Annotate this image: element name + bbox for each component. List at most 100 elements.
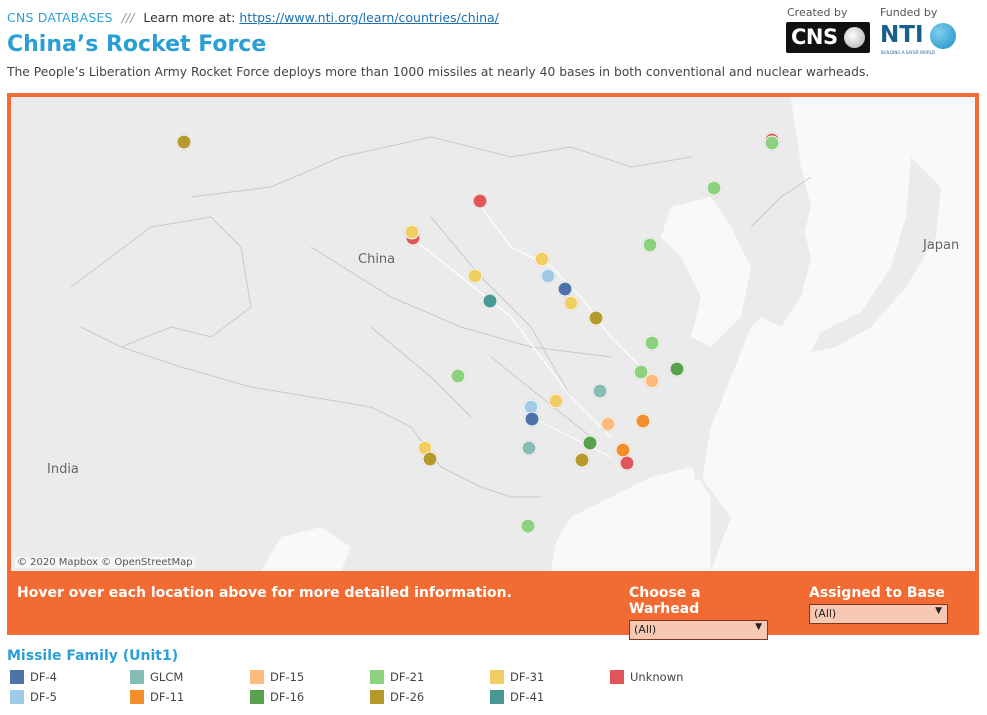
marker-unknown[interactable] — [472, 193, 488, 209]
missile-family-legend: DF-4 GLCM DF-15 DF-21 DF-31 Unknown DF-5 DF-11 D… — [10, 670, 750, 710]
marker-df-21[interactable] — [706, 180, 722, 196]
japan-islands — [811, 157, 941, 352]
marker-df-4[interactable] — [557, 281, 573, 297]
marker-glcm[interactable] — [592, 383, 608, 399]
marker-glcm[interactable] — [521, 440, 537, 456]
mongolia-border — [190, 136, 692, 198]
himalaya-border — [120, 346, 412, 428]
filter-panel: Hover over each location above for more … — [7, 571, 979, 640]
legend-item-df-4[interactable]: DF-4 — [10, 670, 57, 684]
korea-border — [750, 176, 812, 228]
legend-label: DF-4 — [30, 670, 57, 684]
legend-swatch — [10, 690, 24, 704]
province-lines — [310, 216, 612, 438]
legend-item-glcm[interactable]: GLCM — [130, 670, 183, 684]
yellow-sea — [661, 197, 751, 347]
marker-df-31[interactable] — [563, 295, 579, 311]
legend-swatch — [130, 670, 144, 684]
marker-df-41[interactable] — [482, 293, 498, 309]
cns-databases-label: CNS DATABASES — [7, 9, 113, 25]
legend-swatch — [250, 670, 264, 684]
legend-swatch — [250, 690, 264, 704]
legend-item-df-5[interactable]: DF-5 — [10, 690, 57, 704]
marker-df-26[interactable] — [176, 134, 192, 150]
legend-item-df-16[interactable]: DF-16 — [250, 690, 304, 704]
chevron-down-icon: ▼ — [935, 606, 942, 616]
nti-globe-icon — [930, 23, 956, 49]
funded-by-label: Funded by — [880, 6, 938, 19]
legend-swatch — [610, 670, 624, 684]
legend-label: DF-11 — [150, 690, 185, 704]
legend-swatch — [130, 690, 144, 704]
marker-df-16[interactable] — [582, 435, 598, 451]
marker-df-5[interactable] — [540, 268, 556, 284]
china-map[interactable]: China Japan India © 2020 Mapbox © OpenSt… — [11, 97, 975, 571]
china-west-border — [70, 216, 252, 348]
legend-label: GLCM — [150, 670, 184, 684]
marker-df-21[interactable] — [633, 364, 649, 380]
marker-df-31[interactable] — [467, 268, 483, 284]
marker-df-15[interactable] — [600, 416, 616, 432]
map-dashboard: China Japan India © 2020 Mapbox © OpenSt… — [7, 93, 979, 640]
base-select[interactable]: (All) ▼ — [809, 604, 948, 624]
warhead-select-value: (All) — [634, 623, 657, 636]
legend-label: Unknown — [630, 670, 684, 684]
legend-item-df-41[interactable]: DF-41 — [490, 690, 544, 704]
base-select-value: (All) — [814, 607, 837, 620]
legend-swatch — [490, 670, 504, 684]
marker-df-16[interactable] — [669, 361, 685, 377]
marker-df-4[interactable] — [524, 411, 540, 427]
legend-item-df-26[interactable]: DF-26 — [370, 690, 424, 704]
base-filter: Assigned to Base (All) ▼ — [809, 585, 948, 624]
sponsor-logos: Created by CNS Funded by NTI BUILDING A … — [784, 6, 959, 58]
marker-df-31[interactable] — [548, 393, 564, 409]
legend-item-unknown[interactable]: Unknown — [610, 670, 683, 684]
hover-instruction: Hover over each location above for more … — [17, 585, 512, 601]
warhead-select[interactable]: (All) ▼ — [629, 620, 768, 640]
map-base — [70, 97, 975, 571]
created-by-label: Created by — [787, 6, 848, 19]
marker-df-26[interactable] — [422, 451, 438, 467]
marker-df-21[interactable] — [520, 518, 536, 534]
marker-df-26[interactable] — [574, 452, 590, 468]
legend-title: Missile Family (Unit1) — [7, 648, 179, 664]
legend-item-df-11[interactable]: DF-11 — [130, 690, 184, 704]
legend-label: DF-41 — [510, 690, 545, 704]
legend-item-df-21[interactable]: DF-21 — [370, 670, 424, 684]
legend-label: DF-21 — [390, 670, 425, 684]
marker-df-21[interactable] — [642, 237, 658, 253]
top-bar: CNS DATABASES /// Learn more at: https:/… — [7, 8, 499, 26]
legend-swatch — [490, 690, 504, 704]
taiwan — [693, 437, 707, 482]
legend-swatch — [10, 670, 24, 684]
marker-df-31[interactable] — [534, 251, 550, 267]
south-china-sea — [551, 467, 711, 571]
marker-df-15[interactable] — [644, 373, 660, 389]
marker-df-21[interactable] — [764, 135, 780, 151]
label-japan: Japan — [923, 238, 960, 253]
legend-label: DF-31 — [510, 670, 545, 684]
chevron-down-icon: ▼ — [755, 622, 762, 632]
marker-df-26[interactable] — [588, 310, 604, 326]
marker-df-21[interactable] — [450, 368, 466, 384]
legend-item-df-15[interactable]: DF-15 — [250, 670, 304, 684]
legend-item-df-31[interactable]: DF-31 — [490, 670, 544, 684]
marker-df-21[interactable] — [644, 335, 660, 351]
cns-globe-icon — [844, 27, 865, 48]
label-china: China — [358, 252, 396, 267]
nti-logo-text[interactable]: NTI — [880, 22, 924, 48]
nti-china-link[interactable]: https://www.nti.org/learn/countries/chin… — [239, 9, 499, 25]
legend-swatch — [370, 690, 384, 704]
marker-df-31[interactable] — [404, 224, 420, 240]
marker-unknown[interactable] — [619, 455, 635, 471]
marker-df-11[interactable] — [635, 413, 651, 429]
label-india: India — [47, 462, 79, 477]
cns-logo[interactable]: CNS — [786, 22, 870, 53]
separator: /// — [121, 9, 135, 25]
learn-more-label: Learn more at: — [143, 9, 236, 25]
warhead-filter-label: Choose a Warhead — [629, 585, 701, 617]
bay-of-bengal — [261, 527, 351, 571]
page-title: China’s Rocket Force — [7, 32, 267, 57]
legend-label: DF-5 — [30, 690, 57, 704]
base-filter-label: Assigned to Base — [809, 585, 945, 601]
